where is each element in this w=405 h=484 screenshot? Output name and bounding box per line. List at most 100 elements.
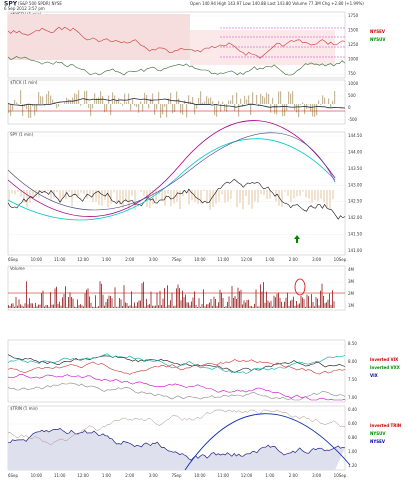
quote: Open 140.94 High 143.97 Low 140.88 Last … [190, 1, 364, 6]
bar [330, 104, 331, 107]
bar [314, 190, 316, 200]
bar [109, 296, 110, 308]
series-label: VIX [370, 373, 378, 378]
bar [269, 303, 270, 308]
bar [196, 305, 197, 308]
bar [76, 94, 77, 104]
bar [116, 307, 117, 308]
bar [268, 94, 269, 104]
bar [288, 92, 289, 104]
axis-label: 0.40 [348, 407, 357, 412]
time-label: 10Sep [334, 257, 347, 262]
bar [162, 104, 163, 114]
bar [160, 291, 161, 308]
bar [83, 306, 84, 308]
bar [131, 190, 133, 196]
bar [245, 303, 246, 308]
time-label: 3:00 [149, 473, 158, 478]
bar [305, 190, 307, 197]
bar [256, 95, 257, 104]
bar [50, 96, 51, 104]
bar [242, 304, 243, 308]
bar [302, 102, 303, 104]
bar [145, 307, 146, 308]
bar [29, 298, 30, 308]
bar [140, 301, 141, 308]
bar [185, 295, 186, 308]
bar [143, 190, 145, 196]
time-label: 11:00 [217, 257, 229, 262]
bar [329, 190, 331, 209]
bar [106, 104, 107, 111]
bar [310, 104, 311, 112]
bar [191, 190, 193, 200]
bar [223, 298, 224, 308]
bar [56, 190, 58, 192]
bar [158, 92, 159, 104]
bar [125, 302, 126, 308]
bar [263, 282, 264, 308]
bar [98, 97, 99, 104]
bar [158, 305, 159, 308]
time-label: 7Sep [171, 473, 182, 478]
bar [143, 282, 144, 308]
bar [95, 190, 97, 202]
bar [311, 294, 312, 308]
bar [214, 104, 215, 115]
bar [316, 104, 317, 115]
bar [218, 302, 219, 308]
bar [133, 306, 134, 308]
bar [328, 300, 329, 308]
bar [326, 190, 328, 208]
time-label: 12:00 [77, 257, 89, 262]
bar [203, 289, 204, 308]
bar [169, 305, 170, 308]
bar [230, 307, 231, 308]
bar [289, 306, 290, 308]
bar [98, 306, 99, 308]
bar [127, 303, 128, 308]
bar [197, 190, 199, 204]
bar [305, 307, 306, 308]
bar [222, 102, 223, 104]
bar [148, 104, 149, 109]
time-label: 2:00 [125, 257, 134, 262]
bar [293, 297, 294, 308]
axis-label: 141.50 [348, 232, 362, 237]
bar [124, 94, 125, 104]
bar [179, 190, 181, 209]
bar [329, 294, 330, 308]
bar [302, 297, 303, 308]
bar [292, 91, 293, 104]
series-label: NYSUV [370, 431, 386, 436]
bar [156, 104, 157, 109]
time-label: 10:00 [31, 257, 43, 262]
bar [14, 100, 15, 104]
bar [71, 297, 72, 308]
bar [34, 104, 35, 115]
bar [180, 104, 181, 113]
bar [271, 301, 272, 308]
bar [240, 99, 241, 104]
bar [44, 307, 45, 308]
bar [331, 305, 332, 308]
bar [86, 290, 87, 308]
axis-label: 143.00 [348, 182, 362, 187]
bar [80, 190, 82, 192]
time-label: 1:00 [265, 473, 274, 478]
bar [122, 190, 124, 208]
bar [46, 94, 47, 104]
bar [302, 190, 304, 191]
bar [110, 104, 111, 115]
bar [251, 190, 253, 209]
bar [238, 288, 239, 308]
bar [204, 102, 205, 104]
bar [194, 291, 195, 308]
bar [214, 297, 215, 308]
axis-label: 0.60 [348, 421, 357, 426]
bar [284, 104, 285, 116]
time-label: 11:00 [54, 257, 66, 262]
bar [70, 292, 71, 308]
bar [304, 299, 305, 308]
bar [248, 300, 249, 308]
